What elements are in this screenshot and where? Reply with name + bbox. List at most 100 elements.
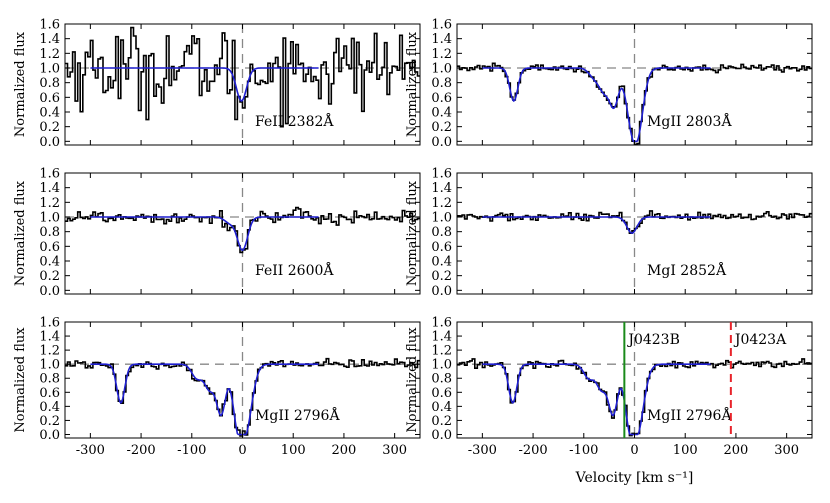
y-tick-label: 1.2 (431, 47, 452, 62)
y-tick-label: 0.4 (431, 106, 452, 121)
data-spectrum-line (457, 210, 812, 234)
y-tick-label: 1.2 (39, 344, 60, 359)
data-spectrum-line (65, 26, 420, 128)
panel-feii-2600: 0.00.20.40.60.81.01.21.41.6 Normalized fl… (13, 167, 421, 299)
y-tick-label: 1.6 (431, 316, 452, 331)
transition-label: FeII 2382Å (255, 112, 334, 130)
y-tick-label: 0.4 (39, 400, 60, 415)
transition-label: MgII 2803Å (647, 112, 732, 130)
y-tick-label: 0.0 (39, 428, 60, 443)
y-tick-label: 0.2 (431, 120, 452, 135)
y-tick-label: 0.6 (39, 91, 60, 106)
x-tick-label: 0 (630, 443, 638, 458)
model-fit-line (482, 67, 711, 143)
x-tick-label: 200 (332, 443, 357, 458)
y-tick-label: 1.6 (39, 18, 60, 33)
panel-mgii-2803: 0.00.20.40.60.81.01.21.41.6 Normalized fl… (405, 18, 813, 150)
y-tick-label: 0.6 (431, 91, 452, 106)
y-tick-label: 0.0 (431, 428, 452, 443)
y-tick-label: 0.4 (431, 400, 452, 415)
model-fit-line (90, 216, 319, 252)
x-tick-label: 0 (238, 443, 246, 458)
y-tick-label: 1.2 (431, 196, 452, 211)
x-tick-label: 200 (724, 443, 749, 458)
y-tick-label: 1.0 (39, 62, 60, 77)
y-tick-label: 0.8 (39, 76, 60, 91)
transition-label: FeII 2600Å (255, 261, 334, 279)
y-tick-label: 0.6 (431, 386, 452, 401)
y-axis-label: Normalized flux (405, 180, 420, 286)
y-tick-label: 0.6 (431, 240, 452, 255)
y-tick-label: 0.0 (431, 284, 452, 299)
transition-label: MgII 2796Å (647, 406, 732, 424)
x-tick-label: 100 (673, 443, 698, 458)
transition-label: MgI 2852Å (647, 261, 727, 279)
model-fit-line (90, 67, 319, 102)
x-tick-label: -100 (177, 443, 206, 458)
y-axis-label: Normalized flux (405, 327, 420, 433)
y-tick-label: 0.4 (39, 255, 60, 270)
x-tick-label: -100 (569, 443, 598, 458)
panel-mgi-2852: 0.00.20.40.60.81.01.21.41.6 Normalized fl… (405, 167, 813, 299)
y-tick-label: 0.2 (431, 269, 452, 284)
panel-mgii-2796-left: 0.00.20.40.60.81.01.21.41.6 -300 -200 -100 0… (13, 316, 421, 458)
y-tick-label: 1.0 (431, 62, 452, 77)
data-spectrum-line (65, 206, 420, 254)
x-tick-label: -200 (518, 443, 547, 458)
panel-mgii-2796-right: 0.00.20.40.60.81.01.21.41.6 -300 -200 -100 0… (405, 316, 813, 458)
y-tick-label: 1.4 (39, 181, 60, 196)
y-axis-label: Normalized flux (13, 180, 28, 286)
y-tick-label: 0.2 (431, 414, 452, 429)
x-tick-label: 100 (281, 443, 306, 458)
marker-label-J0423A: J0423A (733, 332, 787, 348)
y-tick-label: 0.8 (39, 225, 60, 240)
y-tick-label: 1.6 (431, 167, 452, 182)
y-tick-label: 0.8 (431, 76, 452, 91)
y-tick-label: 1.6 (39, 167, 60, 182)
y-tick-label: 0.2 (39, 120, 60, 135)
y-tick-label: 0.0 (39, 135, 60, 150)
x-tick-label: 300 (774, 443, 799, 458)
y-tick-label: 1.0 (431, 211, 452, 226)
y-tick-label: 1.0 (431, 358, 452, 373)
y-tick-label: 0.8 (39, 372, 60, 387)
y-tick-label: 1.0 (39, 211, 60, 226)
marker-label-J0423B: J0423B (626, 332, 680, 348)
y-axis-label: Normalized flux (13, 327, 28, 433)
y-tick-label: 1.2 (39, 196, 60, 211)
x-tick-label: -300 (468, 443, 497, 458)
y-tick-label: 0.2 (39, 269, 60, 284)
y-tick-label: 1.2 (431, 344, 452, 359)
x-tick-label: 300 (382, 443, 407, 458)
y-tick-label: 0.4 (39, 106, 60, 121)
model-fit-line (90, 363, 319, 436)
y-tick-label: 0.0 (39, 284, 60, 299)
y-tick-label: 0.6 (39, 386, 60, 401)
x-tick-label: -200 (126, 443, 155, 458)
y-tick-label: 1.4 (431, 32, 452, 47)
y-tick-label: 1.4 (39, 330, 60, 345)
y-tick-label: 0.0 (431, 135, 452, 150)
y-axis-label: Normalized flux (13, 31, 28, 137)
y-tick-label: 1.2 (39, 47, 60, 62)
y-tick-label: 1.4 (431, 181, 452, 196)
y-tick-label: 0.2 (39, 414, 60, 429)
y-tick-label: 1.6 (431, 18, 452, 33)
y-tick-label: 0.8 (431, 372, 452, 387)
panel-feii-2382: 0.00.20.40.60.81.01.21.41.6 Normalized fl… (13, 18, 421, 150)
y-axis-label: Normalized flux (405, 31, 420, 137)
transition-label: MgII 2796Å (255, 406, 340, 424)
y-tick-label: 1.0 (39, 358, 60, 373)
x-tick-label: -300 (76, 443, 105, 458)
model-fit-line (482, 216, 711, 234)
y-tick-label: 1.4 (431, 330, 452, 345)
x-axis-label: Velocity [km s⁻¹] (575, 470, 694, 486)
y-tick-label: 1.4 (39, 32, 60, 47)
model-fit-line (482, 363, 711, 436)
y-tick-label: 0.4 (431, 255, 452, 270)
y-tick-label: 1.6 (39, 316, 60, 331)
y-tick-label: 0.8 (431, 225, 452, 240)
y-tick-label: 0.6 (39, 240, 60, 255)
